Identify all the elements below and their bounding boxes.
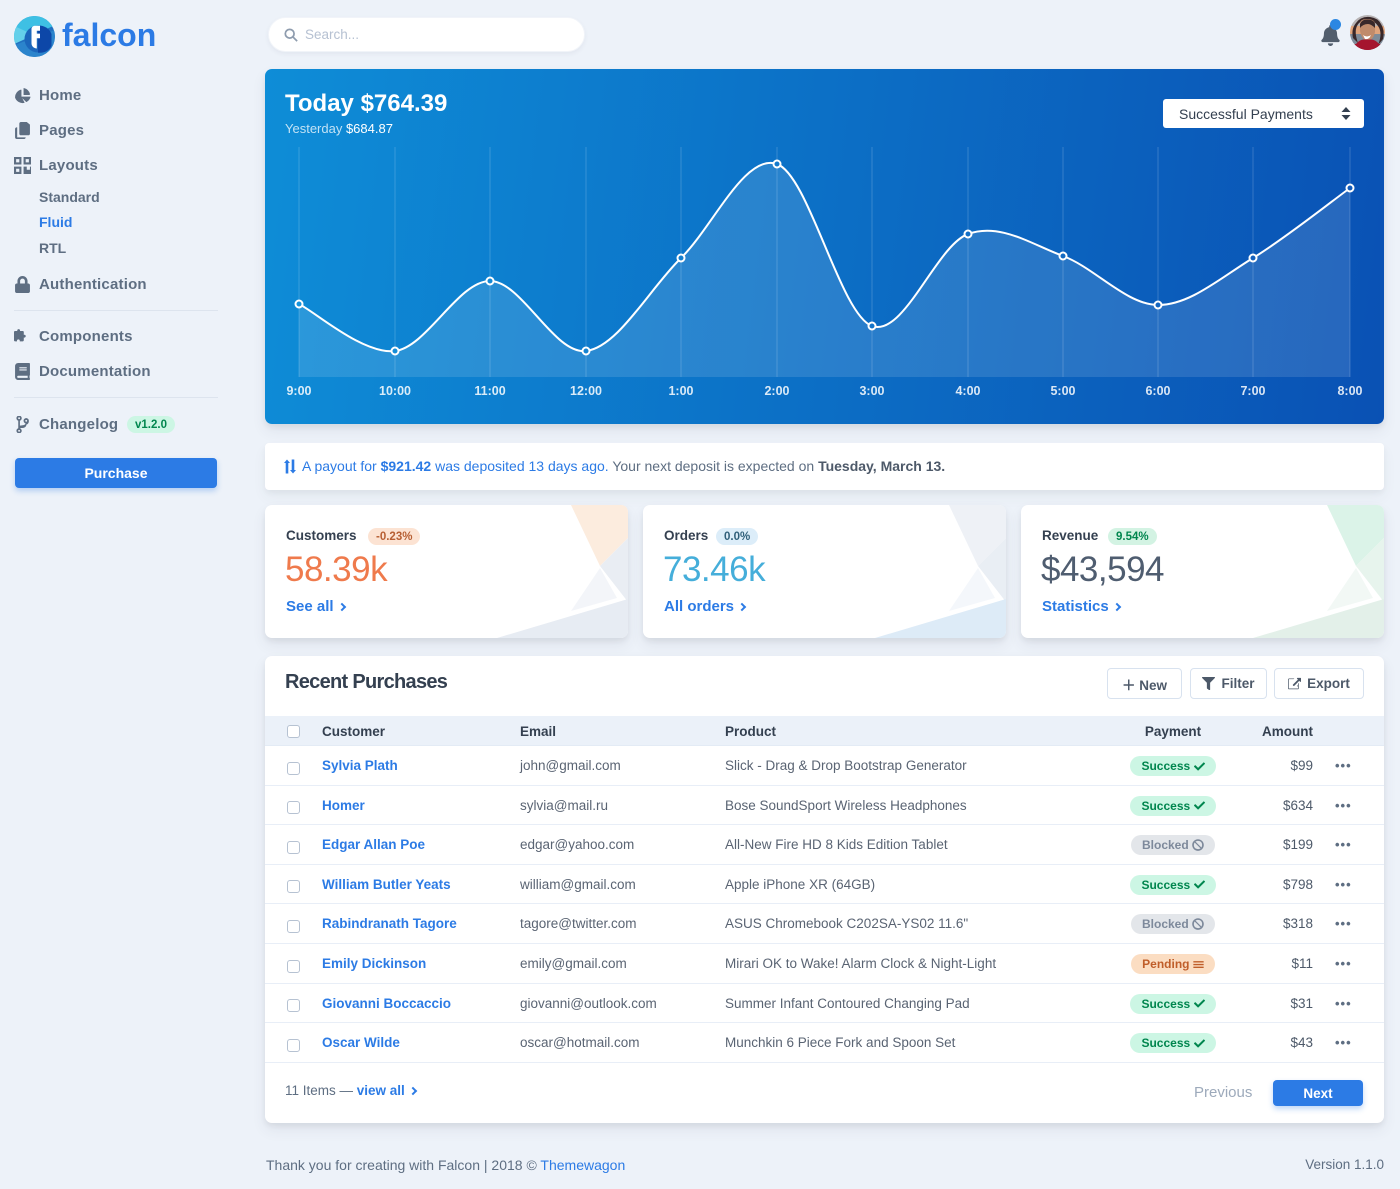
svg-text:12:00: 12:00: [570, 384, 602, 398]
svg-text:7:00: 7:00: [1240, 384, 1265, 398]
svg-text:10:00: 10:00: [379, 384, 411, 398]
svg-text:2:00: 2:00: [764, 384, 789, 398]
svg-text:3:00: 3:00: [859, 384, 884, 398]
svg-text:9:00: 9:00: [286, 384, 311, 398]
svg-text:4:00: 4:00: [955, 384, 980, 398]
svg-text:5:00: 5:00: [1050, 384, 1075, 398]
svg-text:6:00: 6:00: [1145, 384, 1170, 398]
svg-text:11:00: 11:00: [474, 384, 505, 398]
svg-text:1:00: 1:00: [668, 384, 693, 398]
svg-text:8:00: 8:00: [1337, 384, 1362, 398]
